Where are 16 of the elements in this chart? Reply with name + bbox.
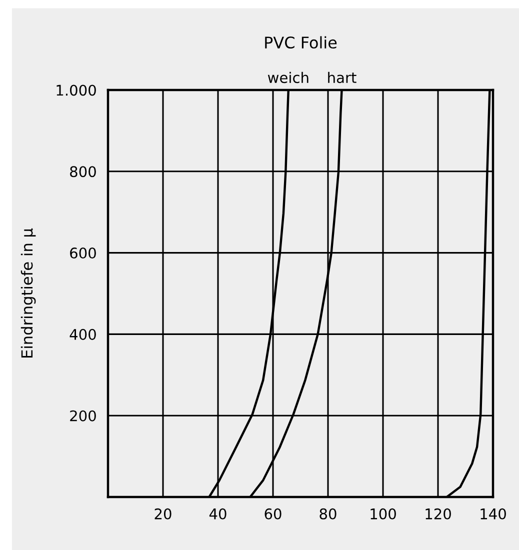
y-axis-title: Eindringtiefe in µ — [20, 228, 36, 358]
x-tick-label: 140 — [480, 508, 506, 520]
series-label: hart — [328, 72, 356, 84]
chart-title: PVC Folie — [265, 36, 337, 49]
x-tick-label: 120 — [426, 508, 451, 520]
y-tick-label: 1.000 — [56, 84, 96, 96]
series-label: weich — [268, 72, 308, 84]
y-tick-label: 600 — [70, 248, 96, 259]
x-tick-label: 20 — [154, 508, 172, 520]
x-tick-label: 80 — [320, 508, 336, 520]
y-tick-label: 200 — [70, 410, 96, 422]
y-tick-label: 400 — [70, 328, 96, 340]
x-tick-label: 100 — [370, 508, 396, 520]
y-tick-label: 800 — [70, 166, 96, 178]
x-tick-label: 60 — [264, 508, 282, 520]
x-tick-label: 40 — [209, 508, 226, 520]
